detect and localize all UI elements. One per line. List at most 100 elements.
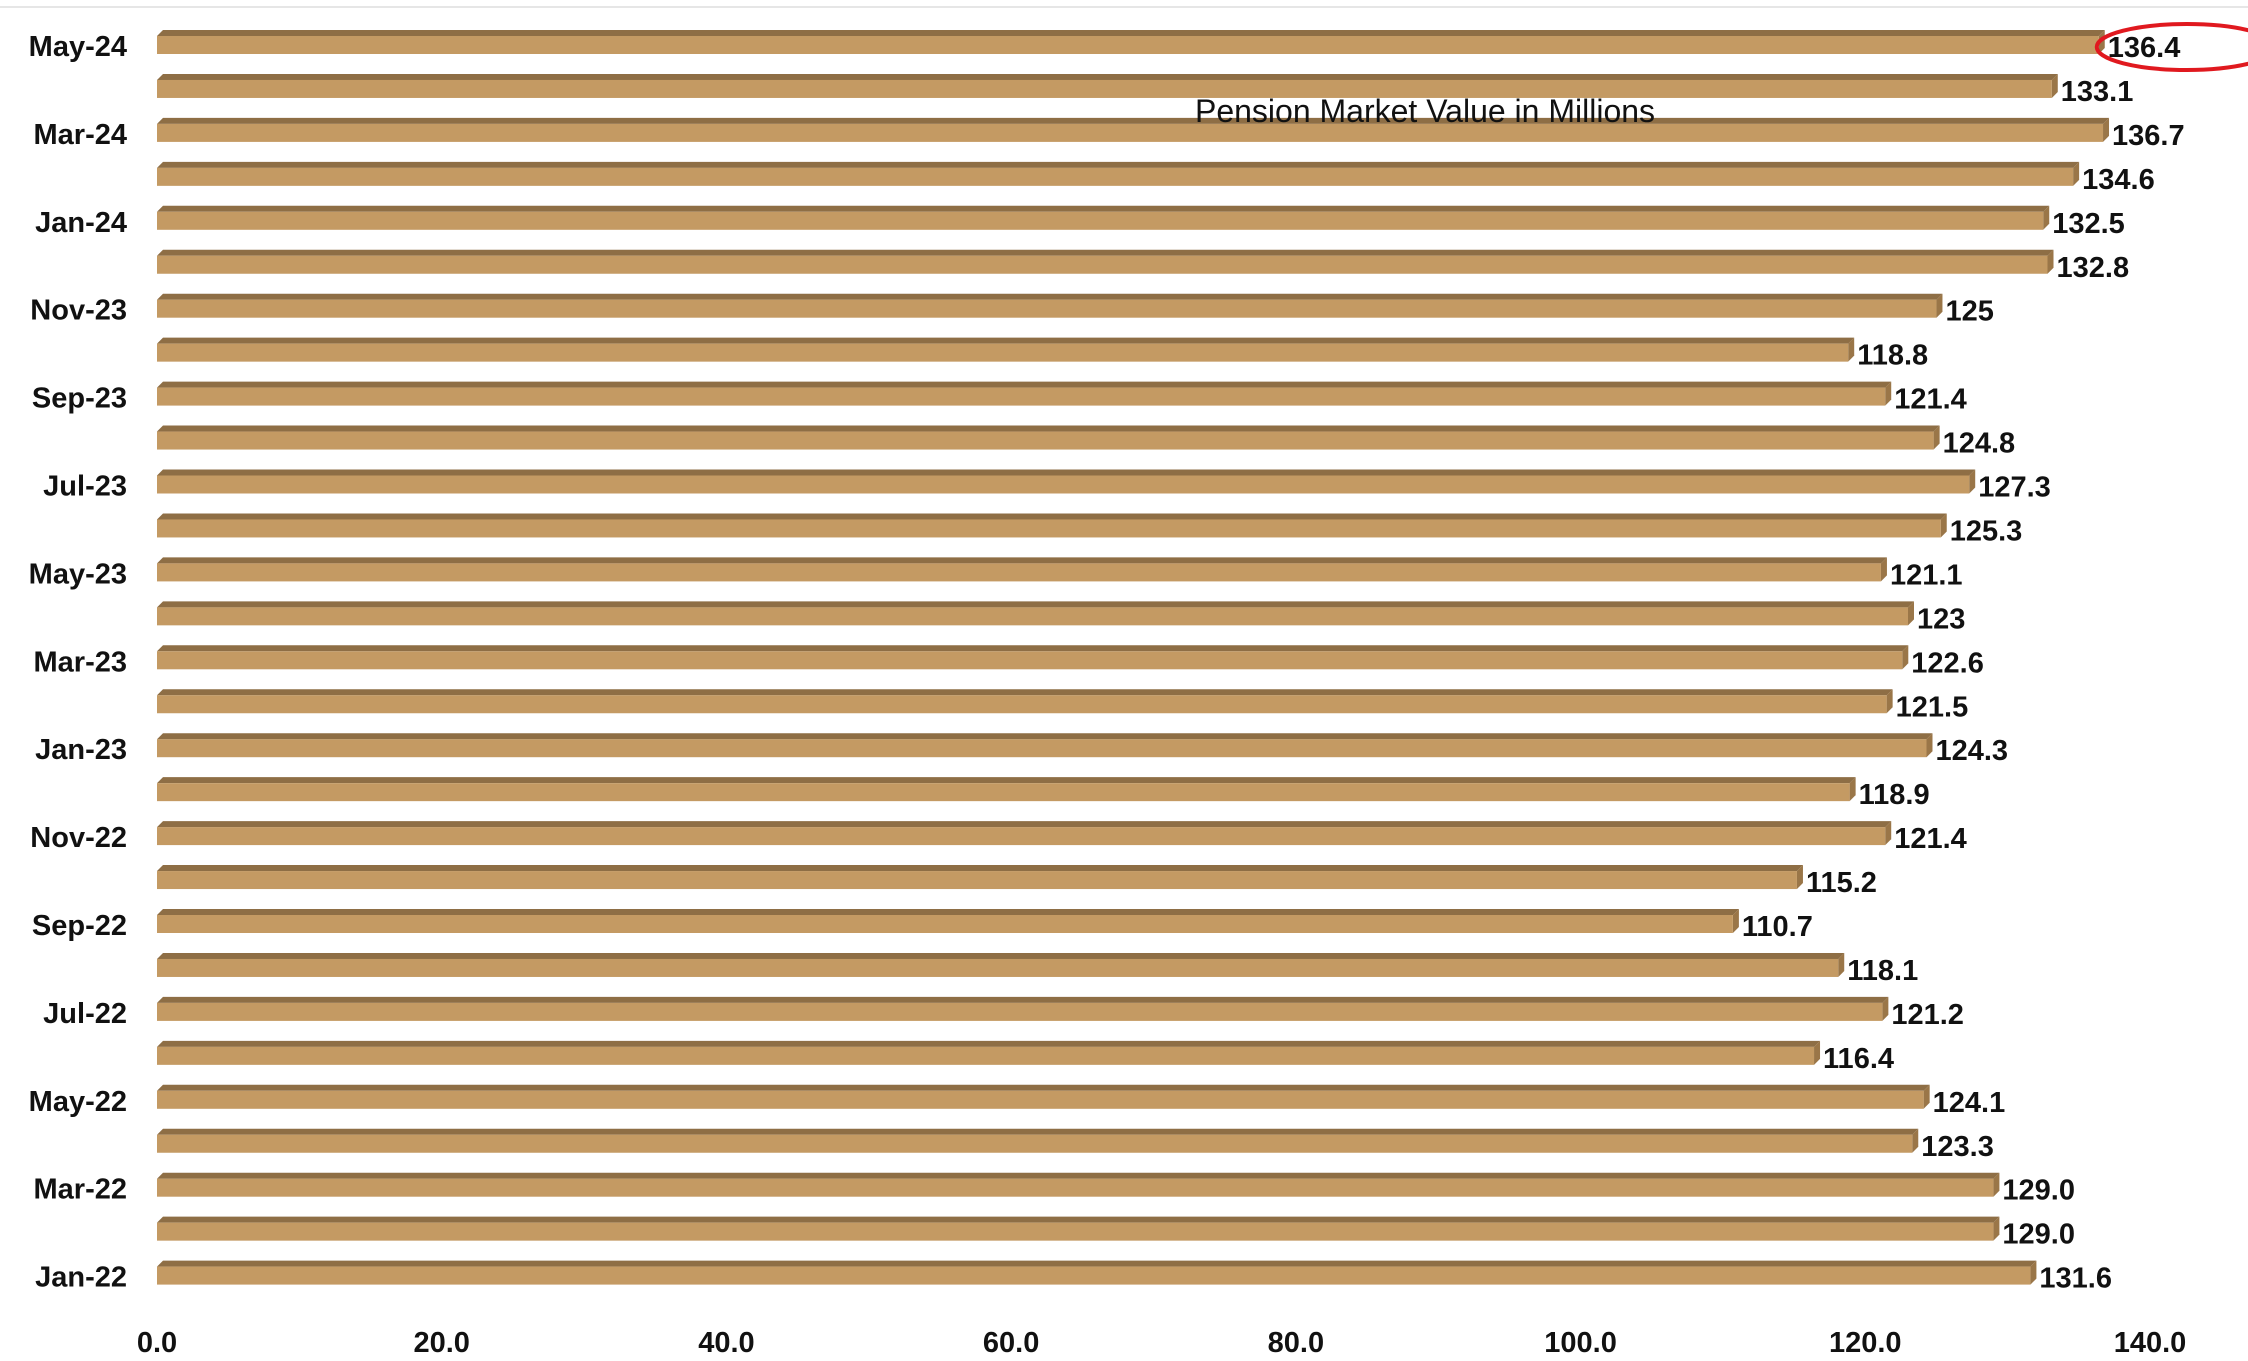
bar-front-face (157, 1178, 1994, 1197)
data-label: 129.0 (2002, 1219, 2075, 1251)
bar-end-face (1912, 1128, 1919, 1153)
bar-front-face (157, 607, 1908, 626)
bar-top-face (157, 689, 1893, 696)
bar-front-face (157, 695, 1887, 714)
data-label: 121.1 (1890, 559, 1963, 591)
bar-top-face (157, 1084, 1930, 1091)
bar-Apr-22 (157, 1128, 1919, 1153)
category-tick-label: May-24 (29, 31, 127, 63)
x-tick-label: 40.0 (698, 1327, 754, 1359)
bar-top-face (157, 161, 2080, 168)
data-label: 122.6 (1911, 647, 1984, 679)
bar-end-face (1926, 733, 1933, 758)
bar-top-face (157, 1260, 2037, 1267)
bar-end-face (2043, 205, 2050, 230)
bar-Jul-23 (157, 469, 1976, 494)
bar-top-face (157, 293, 1943, 300)
category-tick-label: Jan-24 (35, 207, 127, 239)
bar-end-face (1849, 777, 1856, 802)
bar-end-face (1933, 425, 1940, 450)
bar-front-face (157, 827, 1886, 846)
bar-front-face (157, 255, 2048, 274)
category-tick-label: Jul-23 (43, 471, 127, 503)
data-label: 129.0 (2002, 1175, 2075, 1207)
bar-front-face (157, 739, 1927, 758)
category-tick-label: Jul-22 (43, 998, 127, 1030)
bar-top-face (157, 601, 1914, 608)
data-label: 124.8 (1943, 428, 2016, 460)
bar-top-face (157, 381, 1892, 388)
data-label: 121.4 (1894, 384, 1967, 416)
x-tick-label: 0.0 (137, 1327, 177, 1359)
data-label: 123.3 (1921, 1131, 1994, 1163)
data-label: 124.3 (1935, 735, 2008, 767)
data-label: 131.6 (2039, 1263, 2112, 1295)
category-tick-label: Mar-23 (34, 646, 128, 678)
bar-front-face (157, 343, 1849, 362)
data-label: 116.4 (1823, 1043, 1894, 1075)
bar-top-face (157, 425, 1940, 432)
data-label: 118.9 (1859, 779, 1930, 811)
category-tick-label: Nov-22 (30, 822, 127, 854)
bar-end-face (2103, 117, 2110, 142)
data-label: 125.3 (1950, 515, 2023, 547)
data-label: 133.1 (2061, 76, 2134, 108)
bar-top-face (157, 1040, 1821, 1047)
bar-end-face (1940, 513, 1947, 538)
bar-Feb-24 (157, 161, 2080, 186)
bar-end-face (1886, 689, 1893, 714)
chart-title: Pension Market Value in Millions (1195, 93, 1655, 129)
highlight-ellipse (2094, 22, 2248, 72)
bar-Sep-23 (157, 381, 1892, 406)
category-tick-label: Sep-22 (32, 910, 127, 942)
bar-front-face (157, 299, 1937, 318)
x-tick-label: 20.0 (413, 1327, 469, 1359)
category-tick-label: May-23 (29, 558, 127, 590)
data-label: 127.3 (1978, 472, 2051, 504)
bar-Aug-22 (157, 952, 1845, 977)
data-label: 118.1 (1847, 955, 1918, 987)
bar-end-face (1796, 865, 1803, 890)
data-label: 121.5 (1896, 691, 1969, 723)
x-tick-label: 80.0 (1268, 1327, 1324, 1359)
bar-front-face (157, 915, 1733, 933)
bar-end-face (1993, 1172, 2000, 1197)
bar-front-face (157, 1222, 1994, 1241)
bar-Dec-23 (157, 249, 2054, 274)
x-tick-label: 100.0 (1544, 1327, 1617, 1359)
bar-front-face (157, 519, 1941, 538)
category-tick-label: May-22 (29, 1086, 127, 1118)
bar-front-face (157, 211, 2044, 230)
bar-top-face (157, 117, 2110, 124)
category-tick-label: Jan-22 (35, 1262, 127, 1294)
bar-front-face (157, 1002, 1883, 1021)
bar-Jun-23 (157, 513, 1947, 538)
bar-top-face (157, 645, 1909, 652)
bar-top-face (157, 1128, 1919, 1135)
bar-Jan-22 (157, 1260, 2037, 1285)
bar-front-face (157, 167, 2074, 186)
bar-top-face (157, 909, 1739, 915)
bar-Sep-22 (157, 909, 1739, 933)
bar-front-face (157, 36, 2099, 54)
bar-front-face (157, 783, 1850, 802)
value-axis: 0.0 20.0 40.0 60.0 80.0 100.0 120.0 140.0 (137, 1327, 2186, 1359)
bar-Jan-23 (157, 733, 1933, 758)
bar-front-face (157, 1134, 1913, 1153)
x-tick-label: 140.0 (2114, 1327, 2187, 1359)
bar-Oct-23 (157, 337, 1855, 362)
bar-front-face (157, 1090, 1924, 1109)
bar-Aug-23 (157, 425, 1940, 450)
data-label: 134.6 (2082, 164, 2155, 196)
bar-Feb-22 (157, 1216, 2000, 1241)
data-label: 123 (1917, 603, 1965, 635)
bar-end-face (1848, 337, 1855, 362)
bar-front-face (157, 79, 2052, 98)
data-label: 110.7 (1742, 911, 1813, 943)
data-label: 118.8 (1857, 340, 1928, 372)
bar-end-face (1838, 952, 1845, 977)
bar-Apr-23 (157, 601, 1914, 626)
bar-top-face (157, 30, 2105, 36)
highlight-ring (2094, 22, 2248, 72)
